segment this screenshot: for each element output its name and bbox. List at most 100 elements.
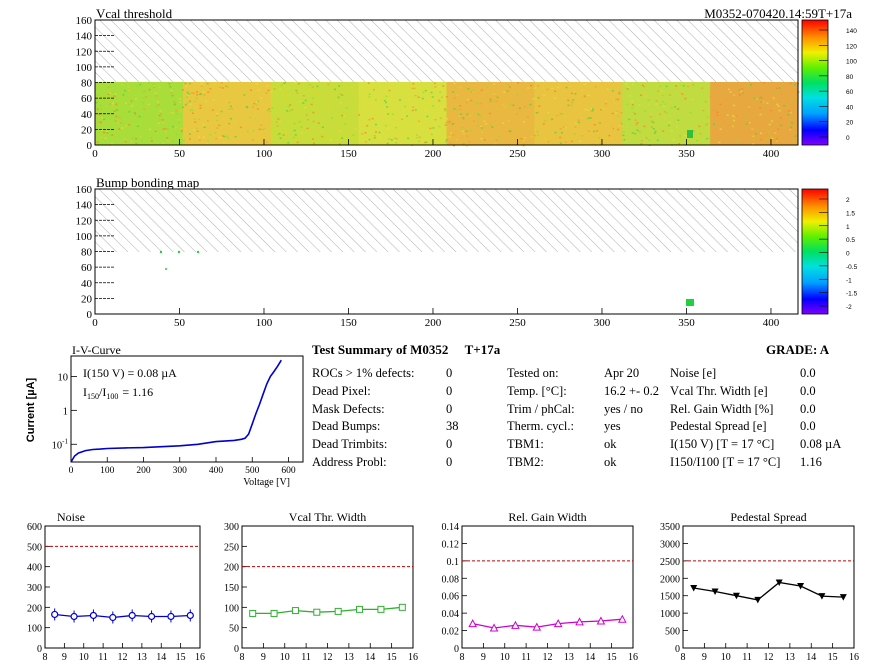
y-tick-label: 0.02 <box>442 627 460 638</box>
summary-cell: 0.08 µA <box>800 437 842 452</box>
x-tick-label: 12 <box>323 652 333 663</box>
pixel <box>559 128 562 130</box>
pixel <box>753 97 756 100</box>
pixel <box>255 89 258 92</box>
pixel <box>311 138 314 140</box>
pixel <box>313 142 316 145</box>
pixel <box>634 113 637 115</box>
pixel <box>677 108 680 110</box>
pixel <box>412 83 415 85</box>
pixel <box>124 125 127 127</box>
pixel <box>189 82 192 85</box>
pixel <box>426 115 429 118</box>
x-tick-label: 13 <box>564 652 574 663</box>
pixel <box>789 82 792 85</box>
pixel <box>429 127 432 130</box>
x-tick-label: 10 <box>500 652 510 663</box>
data-point <box>575 617 584 626</box>
pixel <box>418 136 421 139</box>
pixel <box>783 105 786 107</box>
pixel <box>115 103 118 105</box>
pixel <box>191 92 194 94</box>
pixel <box>615 98 618 101</box>
x-tick-label: 250 <box>509 317 526 329</box>
pixel <box>431 96 434 98</box>
pixel <box>776 135 779 138</box>
pixel <box>507 119 510 121</box>
pixel <box>155 105 158 108</box>
pixel <box>634 119 637 121</box>
pixel <box>414 94 417 97</box>
pixel <box>403 110 406 112</box>
pixel <box>298 121 301 123</box>
pixel <box>424 89 427 92</box>
pixel <box>665 112 668 114</box>
pixel <box>116 122 119 124</box>
pixel <box>209 133 212 136</box>
pixel <box>610 128 613 130</box>
pixel <box>696 138 699 141</box>
pixel <box>658 88 661 91</box>
pixel <box>631 132 634 134</box>
pixel <box>728 116 731 119</box>
pixel <box>112 104 115 106</box>
pixel <box>174 126 177 129</box>
y-tick-label: 120 <box>76 215 93 227</box>
vcal-threshold-map: Vcal threshold M0352-070420.14:59T+17a 0… <box>76 6 858 160</box>
pixel <box>179 109 182 112</box>
pixel <box>718 141 721 144</box>
pixel <box>770 109 773 112</box>
pixel <box>100 136 103 138</box>
iv-x-tick-label: 200 <box>136 466 151 476</box>
pixel <box>512 104 515 107</box>
pixel <box>351 87 354 89</box>
pixel <box>477 113 480 116</box>
z-tick-label: -0.5 <box>846 264 858 271</box>
pixel <box>138 115 141 118</box>
x-tick-label: 13 <box>785 652 795 663</box>
y-tick-label: 0 <box>37 644 42 655</box>
pixel <box>453 82 456 85</box>
iv-x-tick-label: 400 <box>209 466 224 476</box>
pixel <box>467 87 470 90</box>
pixel <box>684 97 687 100</box>
pixel <box>603 119 606 121</box>
pixel <box>172 140 175 142</box>
pixel <box>652 128 655 130</box>
pixel <box>98 113 101 116</box>
pixel <box>288 110 291 112</box>
pixel <box>128 111 131 113</box>
pixel <box>341 137 344 139</box>
pixel <box>643 92 646 94</box>
pixel <box>395 126 398 129</box>
pixel <box>284 93 287 96</box>
pixel <box>196 91 199 93</box>
pixel <box>434 119 437 121</box>
pixel <box>787 123 790 125</box>
pixel <box>748 122 751 124</box>
pixel <box>111 102 114 104</box>
pixel <box>617 128 620 131</box>
pixel <box>418 120 421 123</box>
pixel <box>455 139 458 141</box>
pixel <box>676 108 679 110</box>
pixel <box>604 102 607 104</box>
pixel <box>161 119 164 121</box>
pixel <box>537 96 540 99</box>
x-tick-label: 100 <box>256 148 273 160</box>
pixel <box>111 134 114 136</box>
pixel <box>180 130 183 132</box>
dead-bump <box>159 250 163 254</box>
x-tick-label: 12 <box>118 652 128 663</box>
pixel <box>100 117 103 119</box>
pixel <box>162 122 165 124</box>
pixel <box>371 104 374 107</box>
pixel <box>543 120 546 122</box>
summary-tag: T+17a <box>464 342 501 357</box>
pixel <box>662 130 665 132</box>
pixel <box>203 126 206 129</box>
pixel <box>189 138 192 140</box>
pixel <box>277 133 280 136</box>
pixel <box>114 120 117 122</box>
